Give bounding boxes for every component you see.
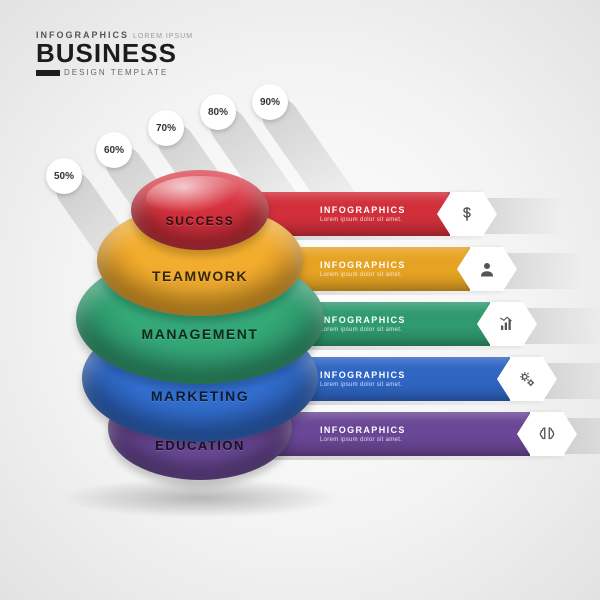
bars-icon [498,315,516,333]
bar-title: INFOGRAPHICS [320,315,406,325]
sphere-slice-label: TEAMWORK [97,268,303,284]
dollar-icon [458,205,476,223]
percent-badge: 60% [96,132,132,168]
header-subtitle: DESIGN TEMPLATE [36,68,193,77]
sphere-slice-label: MARKETING [82,388,318,404]
bar-arrow [510,357,544,401]
header-title: BUSINESS [36,40,193,66]
bar-title: INFOGRAPHICS [320,370,406,380]
bar-subtitle: Lorem ipsum dolor sit amet. [320,382,406,388]
percent-badge-label: 80% [200,94,236,130]
user-icon [478,260,496,278]
percent-badge: 90% [252,84,288,120]
bar-arrow [530,412,564,456]
sphere-slice: SUCCESS [131,170,269,250]
sphere: EDUCATIONMARKETINGMANAGEMENTTEAMWORKSUCC… [70,170,330,470]
bar-arrow [490,302,524,346]
bar-title: INFOGRAPHICS [320,260,406,270]
percent-badge: 80% [200,94,236,130]
percent-badge-label: 70% [148,110,184,146]
sphere-slice-label: MANAGEMENT [76,326,324,342]
bar-subtitle: Lorem ipsum dolor sit amet. [320,272,406,278]
header: INFOGRAPHICSLOREM IPSUM BUSINESS DESIGN … [36,30,193,77]
bar-title: INFOGRAPHICS [320,425,406,435]
brain-icon [538,425,556,443]
bar-arrow [450,192,484,236]
bar-subtitle: Lorem ipsum dolor sit amet. [320,327,406,333]
percent-badge-label: 60% [96,132,132,168]
sphere-shadow [60,478,340,518]
percent-badge-label: 90% [252,84,288,120]
bar-arrow [470,247,504,291]
bar-subtitle: Lorem ipsum dolor sit amet. [320,437,406,443]
bar-title: INFOGRAPHICS [320,205,406,215]
sphere-slice-label: SUCCESS [131,214,269,228]
gears-icon [518,370,536,388]
bar-subtitle: Lorem ipsum dolor sit amet. [320,217,406,223]
percent-badge: 70% [148,110,184,146]
